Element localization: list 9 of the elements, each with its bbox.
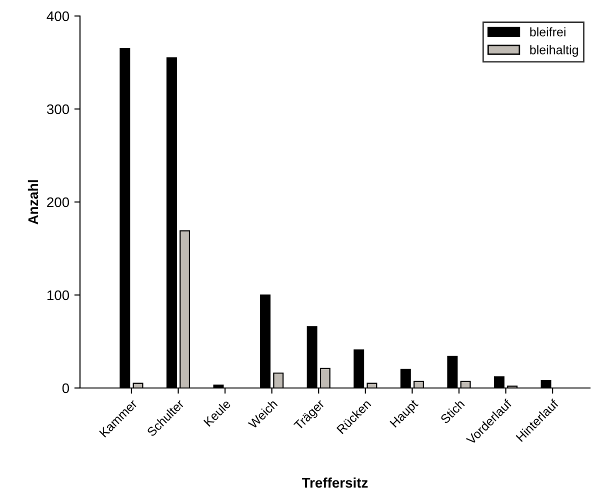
y-tick-label: 100 (47, 290, 70, 300)
y-tick-label: 400 (46, 11, 70, 22)
y-tick-label: 0 (62, 383, 70, 394)
legend-label: bleifrei (530, 27, 566, 36)
y-tick-label: 200 (47, 197, 70, 208)
legend-label: bleihaltig (530, 45, 578, 57)
y-tick-label: 300 (46, 104, 70, 114)
y-axis-title: Anzahl (28, 180, 38, 224)
x-axis-title: Treffersitz (302, 478, 368, 488)
